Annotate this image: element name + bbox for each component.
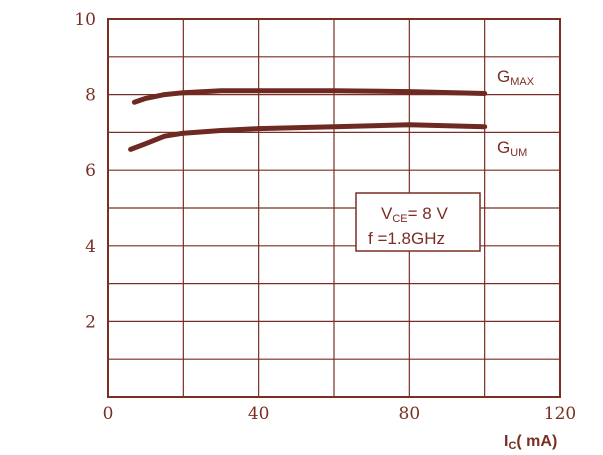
plot-frame — [107, 18, 561, 398]
series-line-gmax — [131, 88, 488, 105]
series-line-gum — [128, 122, 488, 152]
annotation-freq: f =1.8GHz — [368, 229, 445, 248]
series-label-gum: GUM — [497, 138, 527, 159]
grid — [108, 19, 560, 397]
x-tick-label: 0 — [103, 404, 114, 424]
y-tick-label: 6 — [85, 161, 96, 181]
y-tick-label: 2 — [85, 312, 96, 332]
x-tick-label: 120 — [544, 404, 576, 424]
y-tick-label: 4 — [85, 237, 96, 257]
y-tick-label: 8 — [85, 86, 96, 106]
curves — [128, 88, 488, 152]
series-label-gmax: GMAX — [497, 67, 535, 88]
y-tick-label: 10 — [74, 10, 96, 30]
x-tick-labels: 0 40 80 120 — [103, 404, 577, 424]
annotation-vce: VCE= 8 V — [381, 204, 448, 225]
x-axis-label: IC( mA) — [504, 433, 557, 452]
annotation-box: VCE= 8 V f =1.8GHz — [355, 192, 481, 252]
y-tick-labels: 2 4 6 8 10 — [74, 10, 96, 332]
x-tick-label: 40 — [248, 404, 270, 424]
x-tick-label: 80 — [399, 404, 421, 424]
